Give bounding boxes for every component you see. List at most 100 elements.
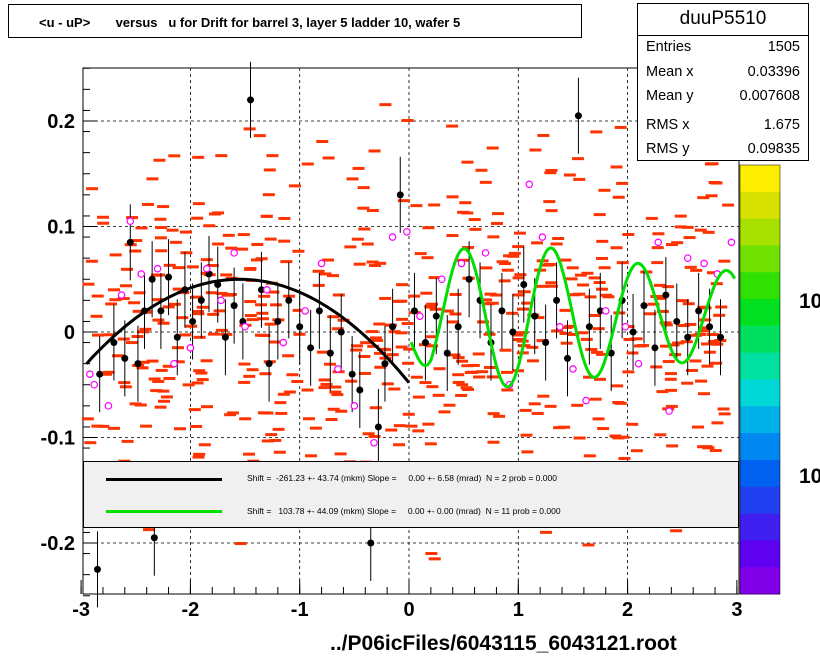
histogram-cell — [112, 354, 125, 358]
histogram-cell — [207, 312, 220, 316]
histogram-cell — [397, 199, 410, 203]
histogram-cell — [527, 359, 540, 363]
histogram-cell — [528, 402, 541, 406]
histogram-cell — [224, 292, 237, 296]
histogram-cell — [180, 230, 193, 234]
histogram-cell — [506, 311, 519, 315]
profile-point — [410, 307, 418, 315]
histogram-cell — [626, 422, 639, 426]
histogram-cell — [614, 125, 627, 129]
palette-band — [740, 272, 780, 300]
palette-band — [740, 540, 780, 568]
histogram-cell — [335, 409, 348, 413]
histogram-cell — [544, 171, 557, 175]
histogram-cell — [681, 225, 694, 229]
histogram-cell — [212, 211, 225, 215]
chart-title-box: <u - uP> versus u for Drift for barrel 3… — [8, 4, 582, 38]
histogram-cell — [327, 315, 340, 319]
legend-text-fit2: Shift = 103.78 +- 44.09 (mkm) Slope = 0.… — [247, 506, 561, 516]
open-marker — [437, 275, 446, 284]
histogram-cell — [84, 441, 97, 445]
histogram-cell — [286, 373, 299, 377]
histogram-cell — [162, 364, 175, 368]
histogram-cell — [185, 324, 198, 328]
histogram-cell — [260, 214, 273, 218]
histogram-cell — [196, 378, 209, 382]
histogram-cell — [597, 427, 610, 431]
histogram-cell — [425, 551, 438, 555]
histogram-cell — [393, 424, 406, 428]
histogram-cell — [318, 386, 331, 390]
histogram-cell — [480, 298, 493, 302]
histogram-cell — [526, 345, 539, 349]
histogram-cell — [412, 429, 425, 433]
histogram-cell — [369, 336, 382, 340]
histogram-cell — [346, 177, 359, 181]
histogram-cell — [192, 202, 205, 206]
profile-point — [695, 307, 703, 315]
histogram-cell — [125, 341, 138, 345]
histogram-cell — [172, 287, 185, 291]
histogram-cell — [496, 260, 509, 264]
profile-point — [126, 238, 134, 246]
histogram-cell — [329, 385, 342, 389]
histogram-cell — [163, 263, 176, 267]
open-marker — [301, 307, 309, 315]
histogram-cell — [272, 427, 285, 431]
histogram-cell — [666, 444, 679, 448]
profile-point — [498, 307, 506, 315]
histogram-cell — [254, 333, 267, 337]
histogram-cell — [452, 373, 465, 377]
histogram-cell — [546, 284, 559, 288]
histogram-cell — [630, 449, 643, 453]
histogram-cell — [102, 370, 115, 374]
histogram-cell — [329, 390, 342, 394]
histogram-cell — [215, 291, 228, 295]
histogram-cell — [576, 331, 589, 335]
histogram-cell — [267, 290, 280, 294]
histogram-cell — [119, 284, 132, 288]
histogram-cell — [426, 344, 439, 348]
palette-band — [740, 459, 780, 488]
histogram-cell — [154, 405, 167, 409]
histogram-cell — [117, 297, 130, 301]
y-tick-label: 0.2 — [47, 111, 75, 133]
histogram-cell — [464, 371, 477, 375]
histogram-cell — [91, 294, 104, 298]
histogram-cell — [490, 221, 503, 225]
histogram-cell — [236, 247, 249, 251]
profile-point — [157, 307, 165, 315]
histogram-cell — [573, 292, 586, 296]
histogram-cell — [630, 337, 643, 341]
histogram-cell — [622, 233, 635, 237]
open-marker — [137, 270, 146, 278]
histogram-cell — [664, 377, 677, 381]
histogram-cell — [176, 316, 189, 320]
histogram-cell — [677, 324, 690, 328]
histogram-cell — [566, 266, 579, 270]
histogram-cell — [438, 410, 451, 414]
histogram-cell — [401, 119, 414, 123]
histogram-cell — [366, 260, 379, 264]
histogram-cell — [701, 364, 714, 368]
profile-point — [596, 307, 604, 315]
histogram-cell — [206, 264, 219, 268]
profile-point — [134, 360, 142, 368]
profile-point — [389, 323, 397, 331]
histogram-cell — [559, 308, 572, 312]
histogram-cell — [163, 376, 176, 380]
profile-point — [374, 423, 382, 431]
histogram-cell — [174, 427, 187, 431]
histogram-cell — [350, 344, 363, 348]
histogram-cell — [610, 246, 623, 250]
histogram-cell — [117, 337, 130, 341]
histogram-cell — [251, 242, 264, 246]
histogram-cell — [357, 206, 370, 210]
histogram-cell — [160, 395, 173, 399]
histogram-cell — [85, 259, 98, 263]
histogram-cell — [622, 370, 635, 374]
histogram-cell — [598, 188, 611, 192]
histogram-cell — [259, 372, 272, 376]
fit-curve-black — [85, 277, 411, 384]
histogram-cell — [708, 180, 721, 184]
